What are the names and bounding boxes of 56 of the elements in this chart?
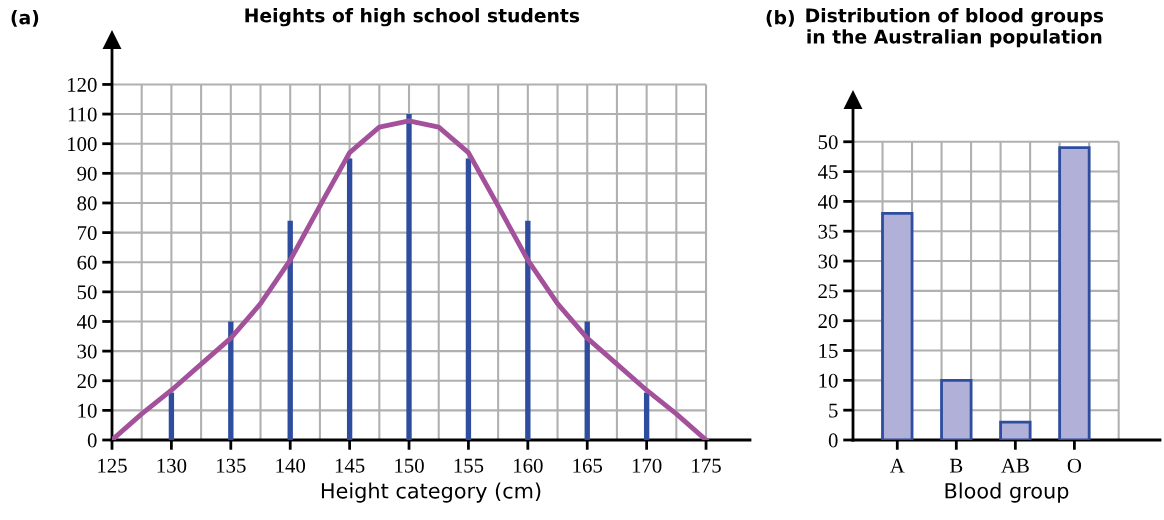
- x-tick-label: 155: [454, 458, 484, 473]
- x-axis-title: Blood group: [945, 482, 1069, 503]
- y-tick-label: 120: [68, 77, 97, 92]
- y-tick-label: 20: [818, 314, 838, 329]
- y-tick-label: 25: [818, 284, 838, 299]
- y-tick-label: 60: [77, 255, 97, 270]
- y-tick-label: 30: [818, 254, 838, 269]
- bar: [346, 158, 353, 440]
- x-tick-label: 160: [514, 458, 543, 473]
- bar: [525, 220, 531, 440]
- y-tick-label: 40: [817, 194, 838, 209]
- y-tick-label: 40: [76, 314, 97, 329]
- x-tick-label: O: [1067, 458, 1082, 473]
- y-tick-label: 50: [818, 135, 838, 150]
- x-tick-label: 150: [395, 458, 424, 473]
- x-tick-label: 140: [276, 458, 306, 473]
- y-tick-label: 15: [819, 344, 838, 358]
- y-tick-label: 35: [818, 224, 838, 239]
- x-tick-label: 175: [692, 458, 721, 473]
- text: (b): [766, 10, 794, 27]
- y-tick-label: 5: [829, 403, 838, 418]
- y-tick-label: 20: [77, 374, 97, 389]
- bar: [406, 114, 412, 440]
- x-tick-label: AB: [1001, 458, 1029, 473]
- y-tick-label: 110: [68, 107, 97, 122]
- x-tick-label: 135: [217, 458, 246, 473]
- y-tick-label: 30: [77, 344, 97, 359]
- bar: [168, 392, 175, 440]
- chart-title: Distribution of blood groups in the Australian population: [806, 8, 1104, 48]
- x-tick-label: A: [889, 458, 905, 473]
- x-tick-label: 145: [335, 458, 365, 473]
- bar: [643, 392, 650, 440]
- bar: [465, 158, 472, 440]
- y-tick-label: 10: [819, 373, 838, 388]
- text: (a): [11, 10, 39, 27]
- x-tick-label: 165: [573, 458, 603, 473]
- chart-title: Heights of high school students: [245, 8, 580, 27]
- x-tick-label: B: [949, 458, 963, 473]
- y-tick-label: 0: [87, 433, 97, 448]
- y-tick-label: 80: [77, 196, 97, 211]
- x-tick-label: 130: [157, 458, 187, 473]
- line-series: [112, 118, 709, 440]
- y-tick-label: 70: [77, 225, 97, 241]
- x-tick-label: 125: [98, 458, 127, 473]
- y-tick-label: 50: [77, 285, 97, 300]
- y-tick-label: 100: [68, 137, 97, 152]
- y-tick-label: 45: [817, 165, 838, 180]
- x-tick-label: 170: [632, 458, 662, 473]
- bar: [1058, 146, 1091, 440]
- y-tick-label: 90: [77, 166, 97, 181]
- bar: [940, 378, 973, 440]
- bar: [999, 420, 1032, 440]
- x-axis-title: Height category (cm): [321, 482, 541, 503]
- y-tick-label: 0: [828, 433, 838, 448]
- bar: [881, 211, 914, 440]
- y-tick-label: 10: [78, 403, 97, 418]
